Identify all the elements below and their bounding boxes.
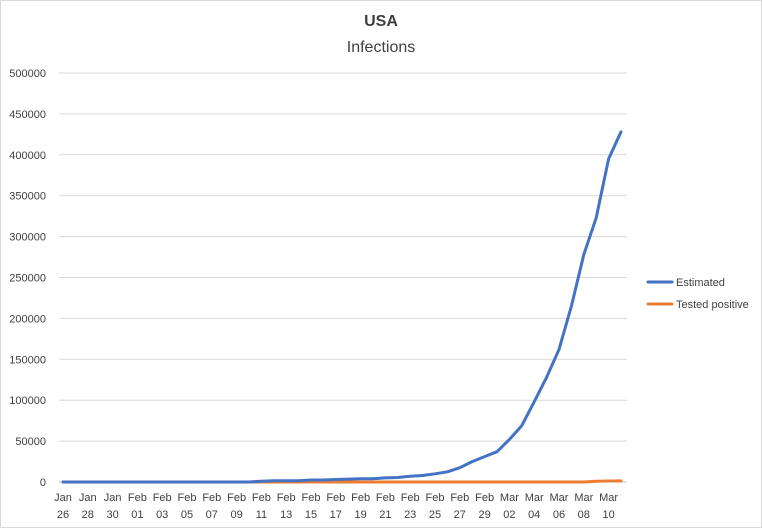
x-tick-label-month: Feb bbox=[153, 492, 172, 504]
y-axis-tick-labels: 0 50000 100000 150000 200000 250000 300000 3500… bbox=[9, 68, 46, 489]
x-tick-label-day: 25 bbox=[429, 509, 441, 521]
x-tick-label-month: Mar bbox=[574, 492, 593, 504]
x-tick-label-day: 07 bbox=[206, 509, 218, 521]
x-tick-label-day: 15 bbox=[305, 509, 317, 521]
x-tick-label-month: Jan bbox=[79, 492, 97, 504]
x-tick-label-month: Feb bbox=[326, 492, 345, 504]
x-tick-label-month: Feb bbox=[277, 492, 296, 504]
y-tick-label: 200000 bbox=[9, 313, 46, 325]
x-tick-label-month: Mar bbox=[550, 492, 569, 504]
x-tick-label-day: 08 bbox=[578, 509, 590, 521]
x-tick-label-month: Feb bbox=[128, 492, 147, 504]
chart-title: USA bbox=[364, 13, 398, 30]
x-axis-tick-labels: Jan 26 Jan 28 Jan 30 Feb 01 Feb 03 Feb 05 Feb 07 Feb 09… bbox=[54, 492, 618, 521]
y-tick-label: 0 bbox=[40, 477, 46, 489]
x-tick-label-month: Feb bbox=[178, 492, 197, 504]
x-tick-label-month: Feb bbox=[351, 492, 370, 504]
y-tick-label: 350000 bbox=[9, 191, 46, 203]
x-tick-label-day: 29 bbox=[478, 509, 490, 521]
series-lines bbox=[61, 130, 623, 484]
x-tick-label-month: Feb bbox=[376, 492, 395, 504]
y-tick-label: 250000 bbox=[9, 273, 46, 285]
x-tick-label-day: 26 bbox=[57, 509, 69, 521]
x-tick-label-day: 21 bbox=[379, 509, 391, 521]
y-tick-label: 50000 bbox=[15, 436, 46, 448]
x-tick-label-day: 23 bbox=[404, 509, 416, 521]
x-tick-label-month: Feb bbox=[401, 492, 420, 504]
y-tick-label: 150000 bbox=[9, 354, 46, 366]
x-tick-label-day: 28 bbox=[82, 509, 94, 521]
y-tick-label: 400000 bbox=[9, 150, 46, 162]
x-tick-label-month: Feb bbox=[227, 492, 246, 504]
y-tick-label: 450000 bbox=[9, 109, 46, 121]
x-tick-label-day: 03 bbox=[156, 509, 168, 521]
x-tick-label-month: Feb bbox=[450, 492, 469, 504]
x-tick-label-month: Feb bbox=[202, 492, 221, 504]
legend-label: Tested positive bbox=[676, 299, 749, 311]
legend: Estimated Tested positive bbox=[646, 277, 749, 311]
y-tick-label: 100000 bbox=[9, 395, 46, 407]
x-tick-label-day: 13 bbox=[280, 509, 292, 521]
x-tick-label-day: 10 bbox=[602, 509, 614, 521]
x-tick-label-day: 04 bbox=[528, 509, 540, 521]
x-tick-label-day: 30 bbox=[106, 509, 118, 521]
y-tick-label: 300000 bbox=[9, 232, 46, 244]
x-tick-label-month: Feb bbox=[475, 492, 494, 504]
x-tick-label-day: 01 bbox=[131, 509, 143, 521]
series-line-estimated bbox=[61, 130, 623, 484]
x-tick-label-month: Mar bbox=[500, 492, 519, 504]
x-tick-label-day: 02 bbox=[503, 509, 515, 521]
chart-subtitle: Infections bbox=[347, 39, 415, 56]
x-tick-label-month: Feb bbox=[426, 492, 445, 504]
x-tick-label-month: Mar bbox=[525, 492, 544, 504]
y-tick-label: 500000 bbox=[9, 68, 46, 80]
x-tick-label-day: 27 bbox=[454, 509, 466, 521]
x-tick-label-month: Mar bbox=[599, 492, 618, 504]
x-tick-label-month: Feb bbox=[302, 492, 321, 504]
x-tick-label-month: Jan bbox=[54, 492, 72, 504]
legend-label: Estimated bbox=[676, 277, 725, 289]
x-tick-label-day: 19 bbox=[354, 509, 366, 521]
x-tick-label-day: 05 bbox=[181, 509, 193, 521]
x-tick-label-day: 11 bbox=[256, 509, 267, 521]
gridlines bbox=[59, 72, 627, 483]
x-tick-label-day: 17 bbox=[330, 509, 342, 521]
x-tick-label-day: 06 bbox=[553, 509, 565, 521]
x-tick-label-day: 09 bbox=[230, 509, 242, 521]
x-tick-label-month: Feb bbox=[252, 492, 271, 504]
x-tick-label-month: Jan bbox=[104, 492, 122, 504]
